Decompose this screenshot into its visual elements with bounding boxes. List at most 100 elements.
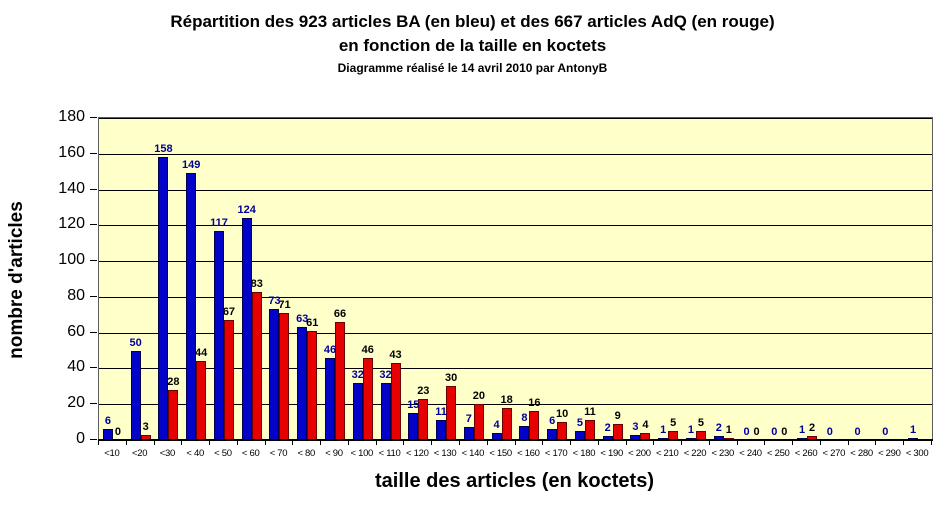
x-axis-category-label: < 170 (544, 448, 568, 459)
x-axis-category-label: < 60 (241, 448, 260, 459)
y-axis-tick-label: 0 (76, 430, 85, 447)
y-axis-tick-label: 160 (58, 143, 85, 161)
x-axis-category-label: < 70 (269, 448, 288, 459)
bar-value-label: 0 (882, 426, 889, 438)
x-axis-title: taille des articles (en koctets) (374, 470, 654, 492)
x-axis-category-label: < 40 (186, 448, 204, 459)
bar-ba (436, 420, 447, 440)
bar-ba (380, 382, 391, 440)
bar-value-label: 11 (435, 406, 447, 419)
y-axis-tick (90, 295, 97, 297)
bar-value-label: 66 (333, 307, 347, 320)
bar-value-label: 1 (725, 424, 732, 437)
bar-ba (519, 425, 530, 440)
y-axis-tick-label: 180 (58, 108, 85, 125)
bar-value-label: 8 (521, 411, 528, 424)
bar-ba (297, 327, 308, 440)
bar-adq (251, 291, 262, 440)
x-axis-category-label: < 140 (461, 448, 485, 459)
x-axis-category-label: <10 (104, 448, 120, 459)
bar-value-label: 71 (278, 298, 291, 311)
bar-value-label: 67 (222, 306, 236, 319)
x-axis-tick (514, 440, 516, 445)
x-axis-tick (264, 440, 266, 445)
bar-value-label: 16 (528, 397, 541, 410)
x-axis-category-label: < 180 (572, 448, 596, 459)
bar-value-label: 1 (660, 424, 667, 437)
x-axis-tick (542, 440, 544, 445)
x-axis-category-label: < 300 (905, 448, 929, 459)
bar-ba (213, 230, 224, 440)
x-axis-tick (375, 440, 377, 445)
bar-value-label: 5 (576, 417, 583, 430)
bar-value-label: 28 (167, 375, 180, 388)
y-axis-tick (90, 117, 97, 118)
x-axis-tick (625, 440, 627, 445)
bar-value-label: 4 (642, 418, 649, 431)
x-axis-category-label: < 280 (850, 448, 873, 459)
x-axis-tick (431, 440, 433, 445)
bar-value-label: 83 (250, 277, 263, 290)
bar-value-label: 117 (210, 216, 228, 229)
bar-value-label: 0 (753, 426, 760, 438)
x-axis-tick (292, 440, 294, 445)
x-axis-tick (181, 440, 183, 445)
x-axis-tick (903, 440, 905, 445)
x-axis-tick (931, 440, 932, 445)
bar-value-label: 0 (826, 426, 833, 438)
x-axis-tick (98, 440, 99, 445)
bar-ba (269, 309, 280, 440)
bar-value-label: 2 (604, 422, 611, 435)
bar-value-label: 149 (181, 159, 201, 172)
y-axis-tick (90, 152, 97, 154)
y-axis-tick-label: 60 (67, 322, 85, 340)
x-axis-category-label: < 100 (350, 448, 374, 459)
y-axis-tick-label: 100 (58, 251, 85, 269)
y-axis-tick-label: 140 (58, 179, 85, 197)
bar-value-label: 0 (781, 426, 788, 438)
x-axis-tick (458, 440, 460, 445)
bar-value-label: 1 (910, 424, 917, 437)
y-axis-tick (90, 331, 97, 333)
bar-ba (186, 173, 197, 440)
x-axis-tick (847, 440, 849, 445)
x-axis-tick (653, 440, 655, 445)
bar-ba (408, 413, 419, 440)
x-axis-category-label: < 190 (600, 448, 623, 459)
gridline (99, 118, 932, 119)
y-axis-tick-label: 20 (67, 394, 85, 412)
x-axis-category-label: <30 (159, 448, 176, 459)
bar-value-label: 46 (361, 343, 374, 356)
bar-value-label: 0 (114, 426, 121, 438)
bar-value-label: 158 (154, 143, 173, 156)
bar-value-label: 0 (743, 426, 750, 438)
plot-area: 6 50 158 149 117 124 73 63 46 32 32 15 11 7 4 8 6 5 2 3 1 1 2 0… (98, 117, 933, 441)
bar-value-label: 44 (195, 347, 208, 360)
x-axis-category-label: < 80 (297, 448, 316, 459)
y-axis-tick (90, 439, 97, 440)
x-axis-tick (236, 440, 238, 445)
y-axis-tick-label: 120 (58, 215, 85, 233)
bar-value-label: 4 (493, 418, 500, 431)
bar-value-label: 9 (614, 409, 621, 422)
bar-adq (279, 313, 290, 440)
x-axis-tick (681, 440, 683, 445)
y-axis-tick (90, 188, 97, 190)
bar-value-label: 0 (771, 426, 778, 438)
gridline (99, 404, 932, 406)
y-axis-tick (90, 367, 97, 369)
x-axis-category-label: < 50 (214, 448, 232, 459)
bar-value-label: 32 (351, 368, 364, 381)
bar-value-label: 43 (389, 349, 402, 362)
x-axis-tick (597, 440, 599, 445)
bar-value-label: 5 (670, 417, 677, 430)
x-axis-tick (403, 440, 405, 445)
gridline (99, 261, 932, 263)
gridline (99, 368, 932, 370)
bar-value-label: 2 (808, 422, 816, 435)
bar-value-label: 2 (715, 422, 722, 435)
x-axis-category-label: < 120 (406, 448, 429, 459)
x-axis-category-label: < 240 (739, 448, 762, 459)
bar-adq (168, 389, 179, 440)
